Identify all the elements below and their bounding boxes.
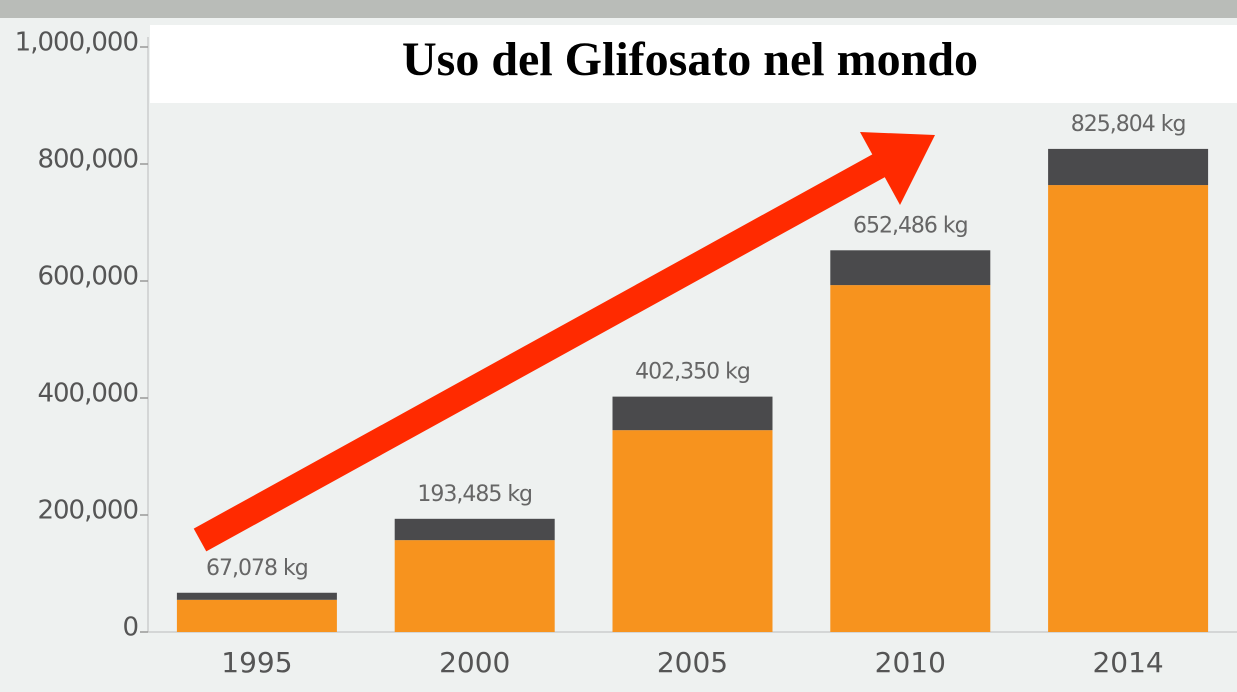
- bar-segment: [395, 540, 555, 632]
- y-tick-label: 200,000: [37, 496, 138, 526]
- bar-segment: [830, 285, 990, 632]
- total-label: 193,485 kg: [417, 482, 532, 507]
- total-label: 825,804 kg: [1071, 112, 1186, 137]
- top-texture: [0, 0, 1237, 18]
- bar-segment: [613, 397, 773, 431]
- total-label: 67,078 kg: [206, 556, 308, 581]
- bar-segment: [177, 600, 337, 632]
- bar-segment: [830, 250, 990, 285]
- chart: Uso del Glifosato nel mondo 0 200,000 400,…: [0, 0, 1237, 692]
- bar-segment: [613, 430, 773, 632]
- y-tick-label: 0: [122, 613, 138, 643]
- y-tick-label: 800,000: [37, 145, 138, 175]
- bar-segment: [177, 593, 337, 600]
- bar-segment: [395, 519, 555, 540]
- x-tick-label: 2000: [439, 646, 510, 679]
- chart-title: Uso del Glifosato nel mondo: [402, 33, 978, 86]
- x-tick-label: 1995: [221, 646, 292, 679]
- x-tick-label: 2005: [657, 646, 728, 679]
- bar-segment: [1048, 149, 1208, 185]
- total-label: 652,486 kg: [853, 213, 968, 238]
- y-tick-label: 400,000: [37, 379, 138, 409]
- bar-segment: [1048, 185, 1208, 632]
- y-tick-label: 600,000: [37, 262, 138, 292]
- total-label: 402,350 kg: [635, 360, 750, 385]
- y-tick-label: 1,000,000: [15, 28, 138, 58]
- x-tick-label: 2014: [1092, 646, 1163, 679]
- x-tick-label: 2010: [875, 646, 946, 679]
